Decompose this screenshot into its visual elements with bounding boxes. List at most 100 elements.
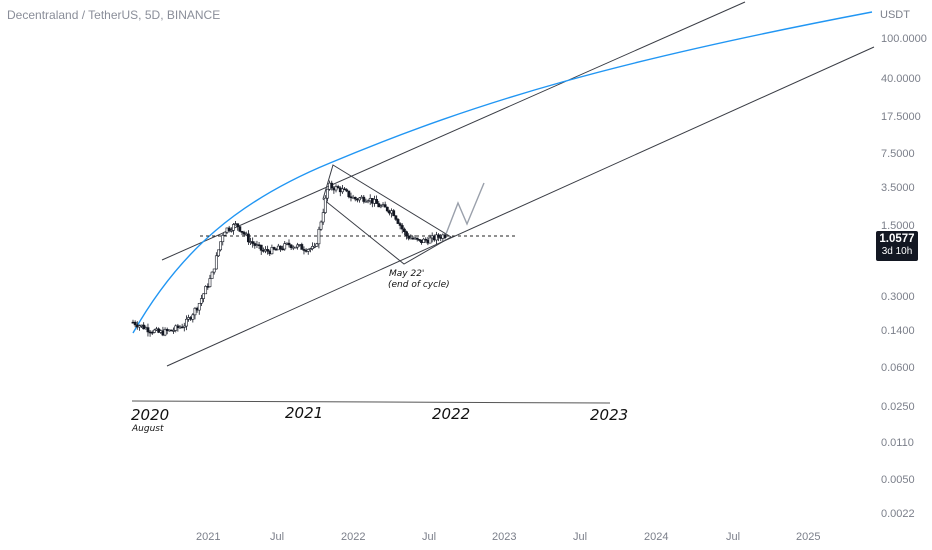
- lower-channel-line[interactable]: [166, 46, 875, 367]
- candle-body: [321, 212, 325, 223]
- candle-body: [415, 237, 419, 240]
- candle-body: [133, 321, 137, 326]
- currency-label: USDT: [880, 9, 910, 21]
- candle-body: [343, 188, 346, 191]
- candle-body: [437, 234, 440, 238]
- candle-body: [227, 227, 231, 231]
- descending-channel-shape[interactable]: [322, 164, 452, 265]
- candle-body: [204, 286, 208, 295]
- candle-body: [402, 228, 406, 232]
- chart-title: Decentraland / TetherUS, 5D, BINANCE: [7, 8, 221, 22]
- candle-body: [142, 324, 146, 330]
- candle-body: [208, 278, 212, 287]
- candle-body: [270, 247, 274, 255]
- candle-body: [172, 330, 176, 332]
- candle-body: [193, 307, 197, 316]
- candle-body: [323, 197, 327, 213]
- x-tick: Jul: [270, 531, 284, 543]
- x-tick: Jul: [726, 531, 740, 543]
- candle-body: [229, 230, 233, 232]
- candle-body: [217, 249, 220, 257]
- candle-body: [392, 210, 396, 217]
- y-tick: 0.0600: [881, 362, 915, 374]
- candle-body: [302, 249, 306, 251]
- candle-body: [396, 219, 400, 224]
- projection-path[interactable]: [445, 182, 485, 235]
- candle-body: [398, 223, 402, 226]
- candle-body: [214, 255, 218, 270]
- candle-body: [289, 244, 293, 249]
- upper-channel-line[interactable]: [161, 1, 746, 261]
- candle-body: [347, 190, 351, 198]
- candle-body: [246, 233, 250, 243]
- timeline-baseline: [131, 400, 611, 404]
- year-label-2023: 2023: [590, 406, 628, 424]
- candle-body: [197, 303, 201, 311]
- candle-body: [394, 215, 398, 220]
- candles-group: [131, 180, 447, 337]
- candle-body: [326, 188, 329, 199]
- year-label-2021: 2021: [285, 404, 323, 422]
- candle-body: [163, 328, 167, 336]
- last-price-badge: 1.0577 3d 10h: [876, 231, 918, 261]
- candle-body: [281, 248, 284, 251]
- y-tick: 7.5000: [881, 148, 915, 160]
- candle-body: [385, 206, 389, 212]
- growth-curve[interactable]: [132, 11, 873, 334]
- candle-body: [223, 231, 227, 236]
- candle-body: [294, 246, 297, 249]
- candle-body: [185, 318, 188, 327]
- candle-body: [319, 221, 323, 230]
- y-tick: 0.0022: [881, 508, 915, 520]
- candle-body: [375, 199, 379, 204]
- candle-body: [210, 271, 214, 279]
- year-sublabel: August: [131, 424, 164, 434]
- candle-body: [238, 226, 242, 232]
- y-tick: 0.0110: [881, 437, 914, 449]
- candle-body: [377, 203, 381, 208]
- candle-body: [317, 228, 321, 245]
- candle-body: [287, 242, 291, 246]
- x-tick: Jul: [573, 531, 587, 543]
- candle-body: [236, 223, 240, 227]
- y-tick: 0.0050: [881, 474, 915, 486]
- y-tick: 0.1400: [881, 325, 915, 337]
- candle-body: [424, 238, 428, 241]
- candle-body: [405, 231, 408, 237]
- candle-body: [308, 248, 312, 250]
- candle-body: [353, 196, 357, 200]
- candle-body: [330, 182, 334, 189]
- candle-body: [240, 230, 244, 233]
- candle-body: [358, 197, 361, 201]
- candle-body: [336, 186, 340, 189]
- candle-body: [379, 205, 383, 208]
- candle-body: [182, 325, 186, 328]
- y-tick: 0.0250: [881, 401, 915, 413]
- candle-body: [146, 327, 150, 333]
- candle-body: [242, 232, 246, 235]
- candle-body: [296, 244, 299, 248]
- candle-body: [306, 249, 310, 252]
- candle-body: [174, 325, 178, 331]
- candle-body: [212, 268, 216, 273]
- y-tick: 0.3000: [881, 291, 915, 303]
- note-line-1: May 22': [389, 269, 424, 279]
- y-tick: 17.5000: [881, 111, 921, 123]
- x-tick: 2022: [341, 531, 365, 543]
- candle-body: [341, 188, 344, 193]
- last-price-value: 1.0577: [879, 233, 915, 245]
- candle-body: [313, 245, 317, 248]
- candle-body: [191, 314, 195, 320]
- candle-body: [407, 235, 411, 239]
- candle-body: [422, 238, 426, 243]
- x-tick: 2024: [644, 531, 668, 543]
- y-tick: 100.0000: [881, 33, 927, 45]
- y-tick: 3.5000: [881, 182, 915, 194]
- candle-body: [259, 244, 263, 251]
- candle-body: [266, 249, 270, 252]
- candle-body: [152, 329, 156, 333]
- candle-body: [251, 241, 255, 244]
- candle-body: [232, 224, 235, 231]
- candle-body: [219, 241, 223, 251]
